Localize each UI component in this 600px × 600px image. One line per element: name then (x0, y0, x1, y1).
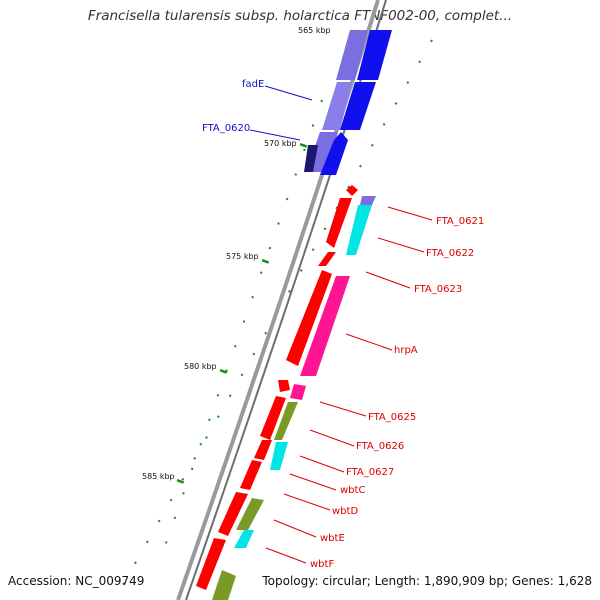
gene-label-FTA_0622[interactable]: FTA_0622 (426, 248, 474, 259)
scale-label-570: 570 kbp (264, 139, 297, 148)
topology-label: Topology: circular; Length: 1,890,909 bp… (262, 574, 592, 588)
gene-FTA_0621[interactable] (346, 185, 376, 205)
gene-hrpA[interactable] (286, 270, 350, 376)
gene-block-FTA_0620[interactable] (304, 132, 348, 175)
gene-label-wbtD[interactable]: wbtD (332, 506, 358, 517)
gene-label-FTA_0623[interactable]: FTA_0623 (414, 284, 462, 295)
blue-leader-lines (249, 85, 313, 141)
scale-label-585: 585 kbp (142, 472, 175, 481)
gene-wbtE[interactable] (234, 530, 254, 548)
gene-block-fadE[interactable] (322, 30, 392, 130)
gene-label-FTA_0627[interactable]: FTA_0627 (346, 467, 394, 478)
gene-wbtC[interactable] (240, 460, 262, 490)
scale-label-580: 580 kbp (184, 362, 217, 371)
scale-tick (176, 479, 185, 484)
scale-tick (299, 143, 308, 148)
scale-label-565: 565 kbp (298, 26, 331, 35)
gene-label-group: fadE FTA_0620 FTA_0621 FTA_0622 FTA_0623… (202, 79, 484, 570)
inner-scale-track (159, 99, 323, 561)
gene-wbtD[interactable] (218, 492, 264, 536)
gene-label-wbtE[interactable]: wbtE (320, 533, 345, 544)
gene-label-FTA_0626[interactable]: FTA_0626 (356, 441, 404, 452)
genome-title: Francisella tularensis subsp. holarctica… (87, 8, 513, 24)
gene-label-hrpA[interactable]: hrpA (394, 345, 418, 356)
scale-tick (219, 369, 228, 374)
accession-label: Accession: NC_009749 (8, 574, 145, 588)
gene-FTA_0625[interactable] (278, 380, 306, 400)
gene-label-wbtF[interactable]: wbtF (310, 559, 334, 570)
scale-tick (261, 259, 270, 264)
gene-FTA_0627[interactable] (254, 440, 288, 470)
red-leader-lines (265, 206, 433, 564)
gene-FTA_0626[interactable] (260, 396, 298, 440)
gene-label-wbtC[interactable]: wbtC (340, 485, 365, 496)
gene-FTA_0623[interactable] (318, 252, 336, 266)
scale-label-575: 575 kbp (226, 252, 259, 261)
gene-label-FTA_0621[interactable]: FTA_0621 (436, 216, 484, 227)
gene-label-FTA_0620[interactable]: FTA_0620 (202, 123, 250, 134)
gene-wbtF[interactable] (196, 538, 236, 600)
gene-label-FTA_0625[interactable]: FTA_0625 (368, 412, 416, 423)
gene-label-fadE[interactable]: fadE (242, 79, 264, 90)
gene-FTA_0622[interactable] (326, 198, 372, 255)
